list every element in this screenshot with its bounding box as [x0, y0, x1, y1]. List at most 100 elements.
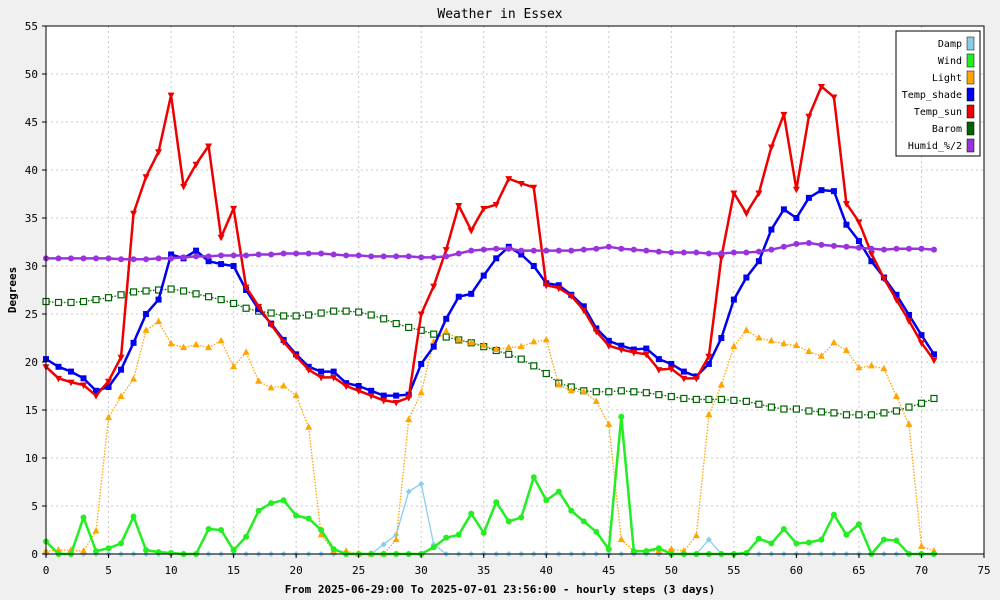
humid-2-point — [843, 243, 850, 250]
barom-point — [380, 315, 388, 323]
temp-shade-point — [680, 368, 687, 375]
wind-point — [755, 535, 762, 542]
barom-point — [317, 309, 325, 317]
temp-sun-point — [55, 375, 63, 383]
wind-point — [218, 527, 225, 533]
axes-group: 0 5 10 15 20 25 30 35 40 45 50 55 60 65 70 75 0 5 10 15 20 25… — [25, 20, 991, 577]
humid-2-point — [218, 252, 225, 259]
light-point — [830, 338, 838, 346]
temp-shade-point — [730, 296, 737, 303]
temp-shade-point — [105, 383, 112, 390]
light-point — [755, 334, 763, 341]
wind-point — [618, 413, 625, 420]
light-point — [305, 423, 313, 430]
temp-sun-point — [92, 393, 100, 400]
temp-sun-point — [630, 349, 638, 357]
legend-label-humid-2: Humid_%/2 — [908, 141, 962, 152]
light-point — [855, 363, 863, 371]
wind-point — [130, 513, 137, 520]
barom-point — [842, 411, 851, 419]
temp-sun-point — [317, 374, 325, 382]
temp-shade-point — [480, 272, 487, 279]
wind-point — [743, 550, 750, 557]
x-tick-label: 60 — [790, 564, 803, 577]
wind-point — [655, 545, 662, 552]
wind-point — [805, 539, 812, 546]
light-point — [92, 526, 100, 534]
temp-shade-point — [818, 187, 825, 194]
wind-point — [168, 550, 175, 557]
light-point — [267, 383, 275, 391]
temp-sun-point — [830, 94, 838, 102]
barom-point — [592, 388, 600, 396]
wind-point — [105, 545, 112, 552]
temp-sun-point — [842, 201, 850, 208]
temp-sun-point — [242, 284, 250, 292]
barom-point — [179, 287, 188, 295]
y-tick-label: 10 — [25, 452, 38, 465]
wind-point — [505, 518, 512, 525]
humid-2-point — [255, 251, 262, 258]
legend-swatch-temp-shade — [966, 87, 975, 102]
temp-sun-point — [217, 234, 225, 242]
barom-point — [792, 405, 801, 413]
light-point — [517, 342, 525, 350]
barom-point — [767, 403, 775, 411]
temp-shade-point — [468, 290, 475, 297]
wind-point — [443, 534, 450, 541]
temp-shade-point — [580, 303, 587, 310]
light-point — [880, 364, 888, 372]
humid-2-point — [380, 253, 387, 260]
temp-sun-point — [380, 397, 388, 405]
humid-2-point — [105, 255, 112, 262]
humid-2-point — [905, 245, 912, 252]
temp-shade-point — [668, 360, 675, 367]
barom-point — [517, 355, 525, 363]
barom-point — [880, 409, 888, 417]
temp-shade-point — [393, 392, 400, 399]
legend-label-barom: Barom — [932, 124, 962, 135]
y-tick-label: 40 — [25, 164, 38, 177]
barom-point — [292, 312, 300, 320]
damp-point — [418, 480, 425, 487]
barom-point — [542, 369, 550, 378]
temp-shade-point — [805, 194, 812, 201]
wind-point — [230, 547, 237, 554]
y-tick-label: 50 — [25, 68, 38, 81]
wind-point — [543, 497, 550, 504]
light-point — [205, 343, 213, 351]
x-axis-label: From 2025-06-29:00 To 2025-07-01 23:56:0… — [285, 583, 715, 596]
wind-point — [555, 488, 562, 495]
barom-point — [630, 388, 638, 396]
light-point — [917, 542, 925, 549]
temp-shade-point — [530, 263, 537, 269]
temp-shade-point — [168, 251, 175, 258]
y-tick-label: 0 — [31, 548, 38, 561]
temp-shade-point — [780, 206, 787, 213]
humid-2-point — [518, 247, 525, 254]
temp-sun-point — [692, 375, 700, 383]
temp-sun-point — [492, 202, 500, 209]
humid-2-point — [155, 255, 162, 262]
wind-point — [480, 529, 487, 536]
series-light — [42, 317, 938, 557]
humid-2-point — [855, 244, 862, 251]
temp-sun-point — [505, 176, 513, 183]
barom-point — [230, 299, 238, 308]
temp-sun-point — [342, 383, 350, 390]
humid-2-point — [168, 255, 175, 262]
barom-point — [54, 298, 63, 307]
wind-point — [255, 507, 262, 514]
temp-shade-point — [643, 345, 650, 352]
wind-point — [468, 510, 475, 517]
humid-2-point — [143, 256, 150, 263]
wind-point — [205, 526, 212, 533]
y-tick-label: 20 — [25, 356, 38, 369]
light-point — [555, 381, 563, 388]
temp-sun-point — [817, 83, 825, 91]
temp-sun-point — [530, 184, 538, 192]
series-humid-2 — [43, 239, 937, 263]
temp-shade-point — [605, 337, 612, 344]
